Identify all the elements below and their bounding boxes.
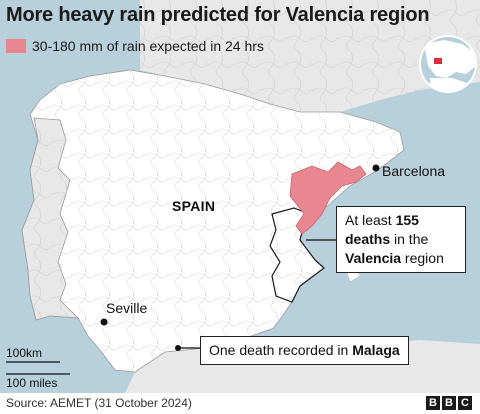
label-spain: SPAIN (172, 198, 216, 214)
label-seville: Seville (106, 300, 148, 316)
footer: Source: AEMET (31 October 2024) B B C (0, 393, 480, 414)
france-roads (140, 0, 480, 112)
legend-label: 30-180 mm of rain expected in 24 hrs (32, 38, 264, 54)
portugal-roads (22, 118, 78, 320)
bbc-logo: B B C (426, 396, 472, 410)
bbc-logo-letter: C (458, 396, 472, 410)
scale-label-km: 100km (6, 346, 43, 360)
legend: 30-180 mm of rain expected in 24 hrs (6, 38, 264, 54)
malaga-dot (175, 345, 181, 351)
valencia-callout-line1: At least 155 (345, 212, 419, 228)
source-credit: Source: AEMET (31 October 2024) (6, 396, 192, 410)
legend-swatch (6, 39, 26, 53)
barcelona-dot (372, 164, 380, 172)
bbc-logo-letter: B (426, 396, 440, 410)
scale-label-miles: 100 miles (6, 376, 58, 390)
bbc-logo-letter: B (442, 396, 456, 410)
valencia-callout-line3: Valencia region (345, 250, 444, 266)
label-barcelona: Barcelona (382, 163, 446, 179)
valencia-callout-line2: deaths in the (345, 231, 429, 247)
seville-dot (100, 318, 108, 326)
spain-roads (22, 70, 404, 372)
rain-area (289, 161, 367, 235)
map-title: More heavy rain predicted for Valencia r… (6, 4, 430, 26)
malaga-callout: One death recorded in Malaga (200, 336, 409, 365)
valencia-callout: At least 155 deaths in the Valencia regi… (336, 206, 466, 273)
